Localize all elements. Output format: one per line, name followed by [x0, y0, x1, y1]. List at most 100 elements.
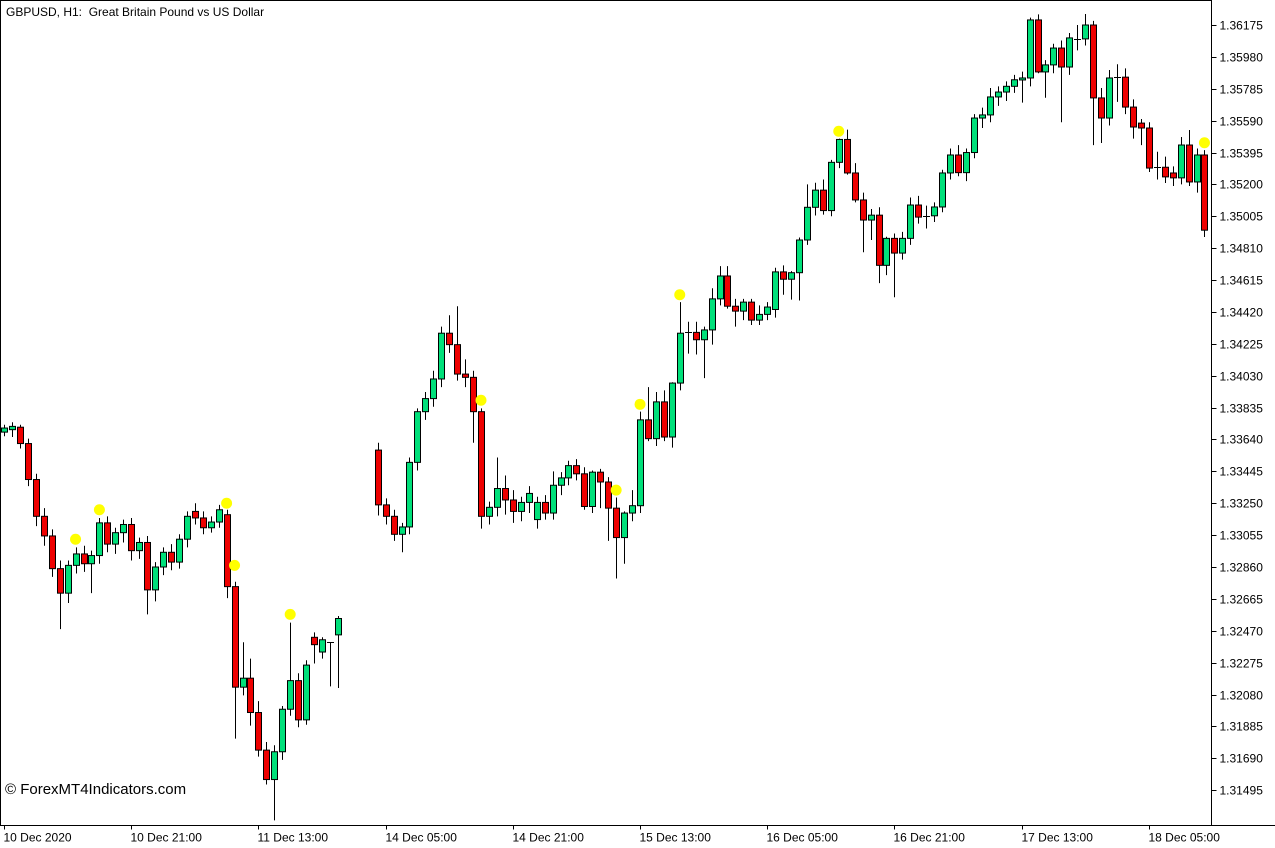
candle[interactable] [319, 637, 326, 659]
candle[interactable] [176, 534, 183, 569]
candle[interactable] [709, 288, 716, 345]
candle[interactable] [661, 390, 668, 442]
candle[interactable] [1114, 64, 1121, 102]
candle[interactable] [907, 197, 914, 245]
candle[interactable] [430, 370, 437, 407]
candle[interactable] [732, 298, 739, 327]
candle[interactable] [327, 642, 334, 687]
candle[interactable] [621, 511, 628, 564]
candle[interactable] [81, 545, 88, 572]
candle[interactable] [518, 496, 525, 522]
candle[interactable] [383, 498, 390, 525]
candle[interactable] [1130, 99, 1137, 139]
candle[interactable] [494, 457, 501, 517]
candle[interactable] [232, 581, 239, 739]
candle[interactable] [152, 562, 159, 602]
candle[interactable] [104, 516, 111, 553]
candle[interactable] [1090, 20, 1097, 146]
candle[interactable] [899, 231, 906, 260]
candle[interactable] [462, 359, 469, 388]
candle[interactable] [25, 438, 32, 487]
candle[interactable] [279, 705, 286, 760]
candle[interactable] [17, 424, 24, 449]
candle[interactable] [33, 473, 40, 527]
candle[interactable] [812, 182, 819, 216]
candle[interactable] [550, 471, 557, 520]
candle[interactable] [112, 527, 119, 554]
candle[interactable] [1201, 150, 1208, 238]
candle[interactable] [605, 477, 612, 541]
candle[interactable] [49, 529, 56, 577]
price-axis[interactable]: 1.36175 1.35980 1.35785 1.35590 1.35395 1.352… [1211, 19, 1264, 798]
candle[interactable] [947, 148, 954, 180]
candle[interactable] [844, 129, 851, 175]
candle[interactable] [1042, 60, 1049, 98]
candle[interactable] [939, 169, 946, 213]
candle[interactable] [303, 660, 310, 725]
candle[interactable] [717, 266, 724, 306]
candle[interactable] [613, 497, 620, 579]
candle[interactable] [534, 496, 541, 529]
candle[interactable] [1098, 87, 1105, 144]
candle[interactable] [526, 486, 533, 514]
candle[interactable] [192, 503, 199, 525]
candle[interactable] [247, 658, 254, 726]
candle[interactable] [796, 237, 803, 301]
candle[interactable] [287, 622, 294, 716]
candle[interactable] [478, 408, 485, 529]
candle[interactable] [96, 517, 103, 564]
candle[interactable] [820, 179, 827, 215]
candle[interactable] [1003, 81, 1010, 102]
candle[interactable] [1011, 74, 1018, 93]
candle[interactable] [311, 632, 318, 664]
candle[interactable] [1066, 33, 1073, 75]
candle[interactable] [1019, 71, 1026, 103]
candle[interactable] [868, 208, 875, 241]
candle[interactable] [1, 424, 8, 437]
candle[interactable] [240, 642, 247, 696]
candle[interactable] [558, 472, 565, 496]
candle[interactable] [565, 460, 572, 486]
candle[interactable] [589, 470, 596, 514]
candle[interactable] [677, 302, 684, 391]
candle[interactable] [1058, 40, 1065, 123]
candle[interactable] [136, 537, 143, 559]
candle[interactable] [883, 236, 890, 276]
candle[interactable] [200, 511, 207, 535]
candle[interactable] [573, 459, 580, 481]
candle[interactable] [1186, 129, 1193, 187]
candle[interactable] [836, 138, 843, 169]
candle[interactable] [335, 616, 342, 688]
candle[interactable] [1027, 17, 1034, 87]
candle[interactable] [637, 411, 644, 514]
candle[interactable] [597, 468, 604, 509]
candle[interactable] [1106, 69, 1113, 126]
candle[interactable] [486, 501, 493, 525]
candle[interactable] [271, 745, 278, 821]
candle[interactable] [740, 298, 747, 321]
candle[interactable] [852, 163, 859, 203]
candle[interactable] [669, 382, 676, 448]
candle[interactable] [1194, 148, 1201, 193]
candle[interactable] [701, 326, 708, 379]
candle[interactable] [923, 205, 930, 229]
candle[interactable] [963, 148, 970, 182]
candle[interactable] [1122, 68, 1129, 115]
candle[interactable] [645, 387, 652, 442]
candle[interactable] [255, 701, 262, 757]
candle[interactable] [216, 504, 223, 528]
candle[interactable] [1146, 122, 1153, 172]
candle[interactable] [414, 408, 421, 471]
candle[interactable] [184, 511, 191, 548]
candle[interactable] [65, 560, 72, 603]
candle[interactable] [295, 673, 302, 728]
candle[interactable] [208, 516, 215, 533]
candle[interactable] [263, 741, 270, 785]
candle[interactable] [987, 87, 994, 123]
candle[interactable] [804, 184, 811, 245]
candle[interactable] [422, 392, 429, 420]
candle[interactable] [685, 321, 692, 354]
candle[interactable] [446, 315, 453, 353]
candle[interactable] [653, 392, 660, 447]
